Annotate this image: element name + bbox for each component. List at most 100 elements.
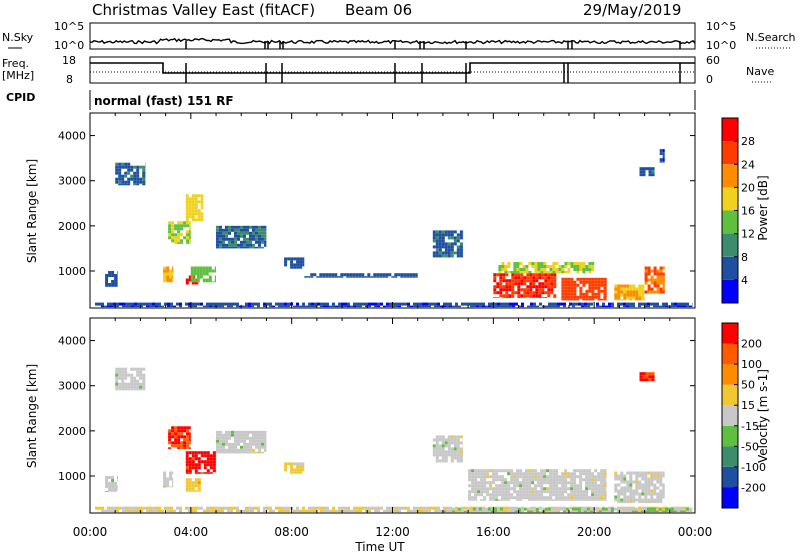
power-cell: [635, 293, 639, 297]
velocity-cell: [401, 506, 404, 510]
velocity-cell: [555, 487, 559, 491]
velocity-cell: [124, 376, 128, 380]
power-cell: [142, 165, 146, 169]
velocity-colorbar-segment: [722, 446, 738, 467]
power-cell: [263, 305, 266, 308]
power-cell: [261, 246, 264, 249]
velocity-cell: [555, 475, 559, 479]
velocity-cell: [492, 481, 496, 485]
power-cell: [403, 276, 407, 278]
velocity-cell: [653, 474, 657, 478]
velocity-colorbar-segment: [722, 323, 738, 344]
velocity-cell: [323, 506, 326, 510]
power-cell: [642, 167, 646, 171]
power-cell: [641, 302, 644, 306]
velocity-cell: [555, 493, 559, 497]
power-cell: [587, 302, 590, 306]
velocity-cell: [359, 506, 362, 510]
velocity-cell: [597, 499, 601, 501]
power-cell: [600, 280, 604, 284]
power-cell: [163, 272, 167, 276]
velocity-cell: [507, 490, 511, 494]
power-cell: [340, 276, 344, 278]
power-cell: [246, 231, 249, 235]
velocity-cell: [570, 484, 574, 488]
velocity-cell: [468, 493, 472, 497]
power-cell: [308, 305, 311, 308]
power-cell: [185, 203, 189, 207]
power-cell: [476, 305, 479, 308]
power-cell: [581, 302, 584, 306]
velocity-cell: [474, 493, 478, 497]
velocity-cell: [597, 478, 601, 482]
velocity-cell: [203, 466, 207, 470]
velocity-cell: [171, 435, 175, 439]
velocity-cell: [197, 451, 201, 455]
power-cell: [567, 271, 571, 274]
velocity-cell: [168, 441, 172, 445]
power-cell: [443, 302, 446, 306]
power-cell: [146, 305, 149, 308]
power-cell: [540, 262, 544, 265]
velocity-cell: [600, 481, 604, 485]
velocity-cell: [600, 475, 604, 479]
power-cell: [641, 293, 645, 297]
power-cell: [617, 299, 621, 301]
power-cell: [572, 302, 575, 306]
velocity-cell: [471, 499, 475, 501]
velocity-cell: [685, 510, 689, 513]
power-cell: [659, 269, 663, 273]
power-cell: [334, 273, 338, 277]
power-colorbar-label: Power [dB]: [756, 175, 770, 240]
power-cell: [373, 273, 377, 277]
velocity-cell: [573, 475, 577, 479]
velocity-cell: [189, 438, 191, 442]
power-cell: [382, 273, 386, 277]
power-cell: [582, 277, 586, 281]
power-cell: [626, 305, 629, 308]
power-cell: [573, 295, 577, 299]
power-cell: [296, 257, 300, 261]
velocity-cell: [537, 478, 541, 482]
power-cell: [128, 302, 131, 306]
velocity-cell: [258, 436, 261, 440]
power-cell: [287, 305, 290, 308]
power-cell: [400, 273, 404, 277]
velocity-cell: [228, 442, 231, 446]
velocity-cell: [127, 388, 131, 391]
velocity-cell: [639, 378, 643, 382]
freq-unit-label: [MHz]: [2, 69, 34, 82]
power-cell: [511, 291, 515, 295]
velocity-cell: [641, 477, 645, 481]
velocity-cell: [186, 435, 190, 439]
velocity-cell: [510, 487, 514, 491]
velocity-cell: [197, 463, 201, 467]
power-cell: [197, 281, 199, 285]
power-cell: [588, 280, 592, 284]
velocity-cell: [534, 496, 538, 500]
power-cell: [225, 228, 228, 232]
velocity-cell: [255, 445, 258, 449]
velocity-cell: [662, 506, 665, 510]
power-cell: [547, 276, 551, 280]
power-cell: [529, 297, 533, 298]
power-cell: [403, 273, 407, 277]
velocity-cell: [212, 469, 216, 473]
power-region: [498, 262, 595, 274]
power-cell: [346, 276, 350, 278]
power-cell: [511, 294, 515, 298]
power-cell: [597, 295, 601, 299]
power-cell: [588, 298, 592, 301]
velocity-cell: [335, 509, 338, 513]
power-cell: [458, 305, 461, 308]
power-cell: [647, 284, 651, 288]
power-cell: [567, 298, 571, 301]
velocity-cell: [258, 445, 261, 449]
velocity-cell: [121, 382, 125, 386]
velocity-cell: [231, 448, 234, 452]
velocity-cell: [495, 472, 499, 476]
power-cell: [328, 273, 332, 277]
velocity-cell: [445, 510, 449, 513]
velocity-cell: [522, 490, 526, 494]
power-cell: [591, 295, 595, 299]
